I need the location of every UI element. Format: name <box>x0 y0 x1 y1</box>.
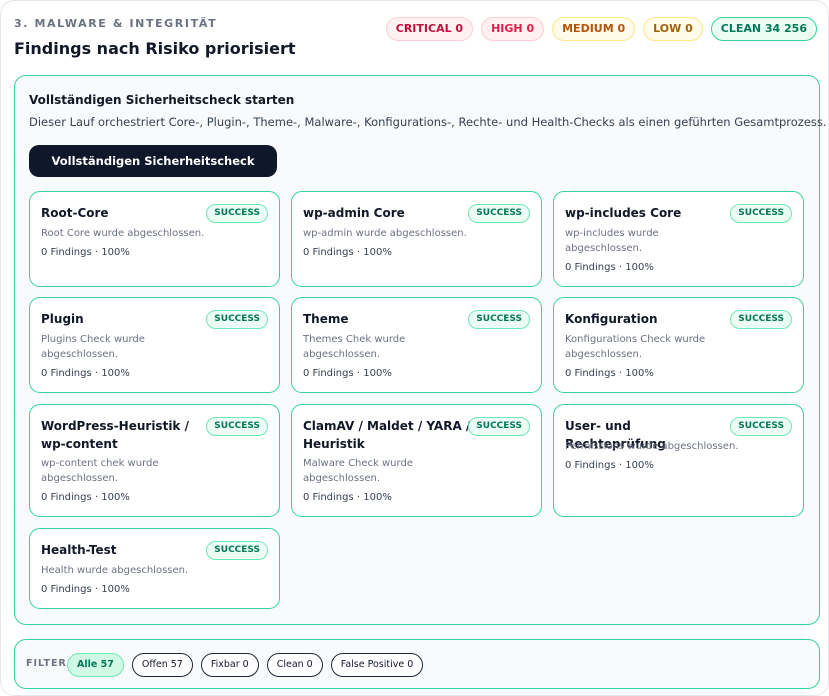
medium-count-badge: MEDIUM 0 <box>552 17 636 41</box>
check-card-health: Health-Test SUCCESS Health wurde abgesch… <box>29 528 280 609</box>
full-check-description: Dieser Lauf orchestriert Core-, Plugin-,… <box>29 115 827 129</box>
check-card-wp-includes: wp-includes Core SUCCESS wp-includes wur… <box>553 191 804 287</box>
check-card-wp-admin: wp-admin Core SUCCESS wp-admin wurde abg… <box>291 191 542 287</box>
filter-chip-fixable[interactable]: Fixbar 0 <box>200 653 259 677</box>
status-badge: SUCCESS <box>206 417 268 436</box>
check-card-meta: 0 Findings · 100% <box>303 368 392 379</box>
status-badge: SUCCESS <box>730 310 792 329</box>
check-card-theme: Theme SUCCESS Themes Chek wurde abgeschl… <box>291 297 542 393</box>
filter-chip-open[interactable]: Offen 57 <box>131 653 193 677</box>
check-card-title: User- und Rechteprüfung <box>565 419 666 451</box>
check-card-meta: 0 Findings · 100% <box>41 368 130 379</box>
check-card-message: Root Core wurde abgeschlossen. <box>41 228 205 239</box>
check-card-plugin: Plugin SUCCESS Plugins Check wurde abges… <box>29 297 280 393</box>
full-check-panel: Vollständigen Sicherheitscheck starten D… <box>14 75 827 625</box>
filter-chip-all[interactable]: Alle 57 <box>67 653 124 677</box>
filter-chip-clean[interactable]: Clean 0 <box>266 653 323 677</box>
status-badge: SUCCESS <box>468 310 530 329</box>
check-card-meta: 0 Findings · 100% <box>303 492 392 503</box>
check-card-message: Health wurde abgeschlossen. <box>41 565 189 576</box>
check-card-malware: ClamAV / Maldet / YARA / Heuristik SUCCE… <box>291 404 542 517</box>
check-card-meta: 0 Findings · 100% <box>565 368 654 379</box>
status-badge: SUCCESS <box>468 417 530 436</box>
full-check-title: Vollständigen Sicherheitscheck starten <box>29 93 295 107</box>
check-card-message: Malware Check wurde abgeschlossen. <box>303 458 413 484</box>
risk-summary: CRITICAL 0 HIGH 0 MEDIUM 0 LOW 0 CLEAN 3… <box>385 17 817 41</box>
high-count-badge: HIGH 0 <box>481 17 545 41</box>
critical-count-badge: CRITICAL 0 <box>385 17 474 41</box>
check-card-meta: 0 Findings · 100% <box>41 247 130 258</box>
status-badge: SUCCESS <box>730 204 792 223</box>
check-card-message: Permissions wurde abgeschlossen. <box>565 441 739 452</box>
check-card-title: WordPress-Heuristik / wp-content <box>41 419 189 451</box>
check-card-message: wp-content chek wurde abgeschlossen. <box>41 458 159 484</box>
filter-bar: FILTER Alle 57 Offen 57 Fixbar 0 Clean 0… <box>14 639 820 689</box>
check-card-title: Plugin <box>41 312 84 326</box>
check-card-title: Health-Test <box>41 543 117 557</box>
check-card-title: wp-admin Core <box>303 206 405 220</box>
check-card-message: Konfigurations Check wurde abgeschlossen… <box>565 334 706 360</box>
check-card-user-rights: User- und Rechteprüfung SUCCESS Permissi… <box>553 404 804 517</box>
low-count-badge: LOW 0 <box>643 17 703 41</box>
filter-label: FILTER <box>26 658 67 669</box>
status-badge: SUCCESS <box>206 310 268 329</box>
check-card-konfiguration: Konfiguration SUCCESS Konfigurations Che… <box>553 297 804 393</box>
filter-chips: Alle 57 Offen 57 Fixbar 0 Clean 0 False … <box>67 653 424 677</box>
check-card-message: wp-includes wurde abgeschlossen. <box>565 228 659 254</box>
check-card-meta: 0 Findings · 100% <box>565 262 654 273</box>
check-card-wp-heuristik: WordPress-Heuristik / wp-content SUCCESS… <box>29 404 280 517</box>
clean-count-badge: CLEAN 34 256 <box>710 17 817 41</box>
check-card-message: Themes Chek wurde abgeschlossen. <box>303 334 406 360</box>
status-badge: SUCCESS <box>206 204 268 223</box>
section-eyebrow: 3. MALWARE & INTEGRITÄT <box>14 17 218 30</box>
section-title: Findings nach Risiko priorisiert <box>14 39 296 58</box>
check-card-title: ClamAV / Maldet / YARA / Heuristik <box>303 419 471 451</box>
check-card-meta: 0 Findings · 100% <box>41 492 130 503</box>
status-badge: SUCCESS <box>206 541 268 560</box>
check-card-message: wp-admin wurde abgeschlossen. <box>303 228 467 239</box>
check-card-title: wp-includes Core <box>565 206 682 220</box>
check-card-title: Theme <box>303 312 349 326</box>
check-card-title: Root-Core <box>41 206 109 220</box>
status-badge: SUCCESS <box>468 204 530 223</box>
check-card-meta: 0 Findings · 100% <box>41 584 130 595</box>
start-full-check-button[interactable]: Vollständigen Sicherheitscheck starten <box>29 145 277 200</box>
filter-chip-false-positive[interactable]: False Positive 0 <box>330 653 424 677</box>
check-card-message: Plugins Check wurde abgeschlossen. <box>41 334 145 360</box>
status-badge: SUCCESS <box>730 417 792 436</box>
check-card-meta: 0 Findings · 100% <box>565 460 654 471</box>
check-card-title: Konfiguration <box>565 312 658 326</box>
check-card-root-core: Root-Core SUCCESS Root Core wurde abgesc… <box>29 191 280 287</box>
check-card-meta: 0 Findings · 100% <box>303 247 392 258</box>
